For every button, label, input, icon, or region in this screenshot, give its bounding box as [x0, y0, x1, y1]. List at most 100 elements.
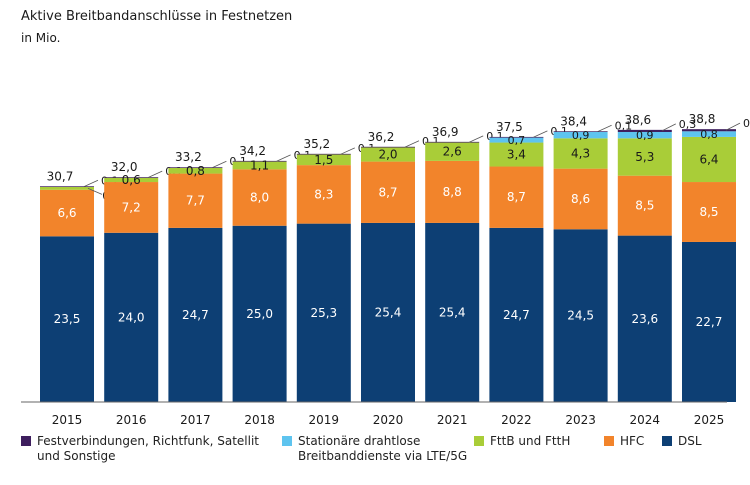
bar-segment-dsl-2016 [104, 232, 159, 402]
bar-segment-dsl-2019 [296, 223, 351, 402]
bar-segment-dsl-2015 [40, 236, 94, 402]
callout-line-fest-2018 [276, 154, 291, 162]
x-tick-label-2023: 2023 [565, 413, 596, 427]
x-tick-label-2018: 2018 [244, 413, 275, 427]
x-tick-label-2021: 2021 [437, 413, 468, 427]
callout-line-fest-2016 [148, 170, 163, 178]
total-label-2017: 33,2 [175, 150, 202, 164]
bar-segment-dsl-2020 [361, 222, 415, 402]
data-label-dsl-2025: 22,7 [696, 315, 723, 329]
bar-segment-hfc-2019 [296, 165, 351, 224]
bar-segment-fttb-2015 [40, 186, 94, 190]
bar-segment-fest-2015 [40, 186, 94, 187]
bar-segment-fttb-2023 [553, 138, 608, 169]
total-label-2019: 35,2 [303, 137, 330, 151]
total-label-2023: 38,4 [560, 114, 587, 128]
x-tick-label-2017: 2017 [180, 413, 211, 427]
data-label-hfc-2023: 8,6 [571, 192, 590, 206]
bar-segment-fest-2016 [104, 177, 159, 178]
data-label-fttb-2016: 0,6 [122, 173, 141, 187]
data-label-fttb-2025: 6,4 [699, 152, 718, 166]
data-label-lte-2025: 0,8 [700, 128, 718, 141]
callout-line-fest-2020 [404, 140, 420, 148]
data-label-hfc-2020: 8,7 [378, 185, 397, 199]
callout-line-fest-2015 [83, 179, 99, 187]
x-tick-label-2020: 2020 [373, 413, 404, 427]
bar-segment-lte-2022 [489, 137, 544, 143]
bar-segment-fttb-2021 [425, 142, 480, 161]
callout-line-fest-2017 [212, 160, 227, 168]
callout-line-fest-2022 [533, 130, 548, 138]
bar-segment-hfc-2016 [104, 182, 159, 233]
data-label-dsl-2020: 25,4 [375, 305, 402, 319]
bar-segment-dsl-2025 [682, 241, 736, 402]
x-tick-label-2015: 2015 [52, 413, 83, 427]
bar-segment-dsl-2024 [617, 235, 672, 402]
total-label-2015: 30,7 [47, 169, 74, 183]
callout-line-fest-2021 [469, 135, 484, 143]
data-label-fest-2024: 0,3 [679, 118, 697, 131]
callout-line-fest-2024 [661, 123, 676, 132]
bar-segment-fttb-2025 [682, 136, 736, 183]
data-label-hfc-2017: 7,7 [186, 194, 205, 208]
bar-segment-fttb-2022 [489, 142, 544, 167]
total-label-2021: 36,9 [432, 125, 459, 139]
bar-segment-lte-2024 [617, 131, 672, 139]
bar-segment-fest-2025 [682, 129, 736, 132]
data-label-dsl-2018: 25,0 [246, 307, 273, 321]
bar-segment-fest-2017 [168, 167, 223, 168]
data-label-dsl-2021: 25,4 [439, 305, 466, 319]
x-tick-label-2024: 2024 [630, 413, 661, 427]
bar-segment-dsl-2022 [489, 227, 544, 402]
x-tick-label-2016: 2016 [116, 413, 147, 427]
total-label-2024: 38,6 [624, 113, 651, 127]
data-label-fttb-2020: 2,0 [378, 148, 397, 162]
bar-segment-hfc-2023 [553, 168, 608, 230]
data-label-dsl-2017: 24,7 [182, 308, 209, 322]
data-label-dsl-2016: 24,0 [118, 310, 145, 324]
data-label-dsl-2023: 24,5 [567, 309, 594, 323]
bar-segment-fest-2023 [553, 131, 608, 132]
data-label-lte-2022: 0,7 [508, 134, 526, 147]
bar-segment-fttb-2018 [232, 161, 287, 170]
data-label-hfc-2019: 8,3 [314, 187, 333, 201]
bar-segment-dsl-2018 [232, 225, 287, 402]
bar-segment-fttb-2016 [104, 177, 159, 183]
data-label-lte-2024: 0,9 [636, 129, 654, 142]
data-label-fest-2023: 0,1 [615, 119, 633, 132]
bar-segment-hfc-2018 [232, 169, 287, 226]
data-label-hfc-2018: 8,0 [250, 191, 269, 205]
callout-line-fest-2019 [340, 147, 355, 155]
data-label-fttb-2022: 3,4 [507, 148, 526, 162]
bar-segment-hfc-2025 [682, 182, 736, 242]
bar-segment-dsl-2021 [425, 222, 480, 402]
bar-segment-fttb-2024 [617, 138, 672, 176]
bar-segment-hfc-2022 [489, 166, 544, 228]
x-tick-label-2025: 2025 [694, 413, 725, 427]
data-label-lte-2023: 0,9 [572, 129, 590, 142]
total-label-2025: 38,8 [689, 112, 716, 126]
data-label-hfc-2021: 8,8 [443, 185, 462, 199]
data-label-fttb-2024: 5,3 [635, 150, 654, 164]
bar-segment-fest-2022 [489, 136, 544, 138]
bar-segment-fttb-2017 [168, 167, 223, 174]
data-label-fttb-2021: 2,6 [443, 145, 462, 159]
data-label-hfc-2022: 8,7 [507, 190, 526, 204]
data-label-hfc-2025: 8,5 [699, 205, 718, 219]
data-label-hfc-2015: 6,6 [57, 206, 76, 220]
data-label-dsl-2024: 23,6 [631, 312, 658, 326]
bar-segment-fest-2024 [617, 129, 672, 132]
callout-line-fest-2023 [597, 124, 612, 132]
bar-segment-hfc-2024 [617, 175, 672, 236]
total-label-2022: 37,5 [496, 120, 523, 134]
bar-segment-fest-2021 [425, 141, 480, 143]
data-label-fttb-2017: 0,8 [186, 164, 205, 178]
data-label-hfc-2016: 7,2 [122, 200, 141, 214]
total-label-2016: 32,0 [111, 160, 138, 174]
bar-segment-fest-2019 [296, 153, 351, 155]
data-label-fest-2025: 0,3 [743, 117, 750, 130]
bar-segment-lte-2023 [553, 131, 608, 139]
bar-segment-hfc-2015 [40, 189, 94, 237]
x-tick-label-2019: 2019 [309, 413, 340, 427]
